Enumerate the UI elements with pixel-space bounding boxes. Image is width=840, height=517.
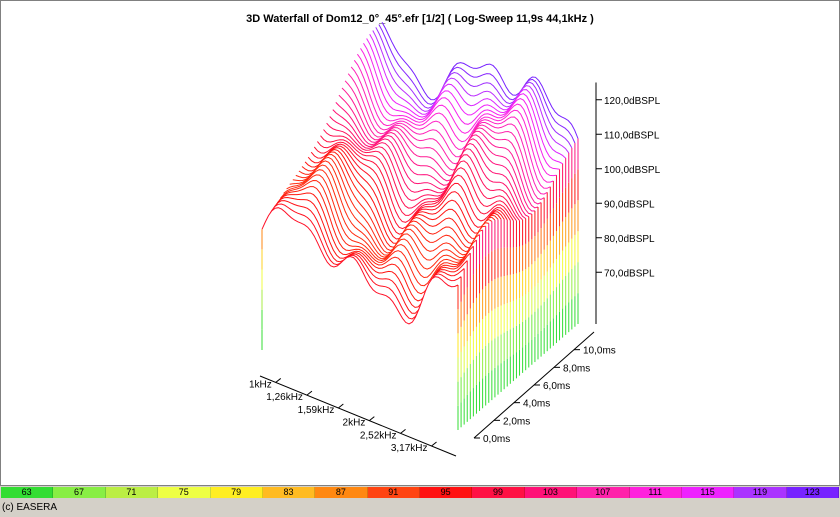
frequency-tick-label: 3,17kHz [391, 443, 428, 454]
color-scale-cell: 83 [262, 487, 316, 498]
color-scale-cell: 71 [105, 487, 159, 498]
slice-line [381, 21, 579, 139]
color-scale-cell: 87 [315, 487, 368, 498]
slice-line [326, 122, 523, 221]
slice-line [329, 116, 527, 219]
slice-line [338, 94, 535, 212]
frequency-tick [306, 390, 313, 396]
color-scale-cell: 111 [629, 487, 682, 498]
level-tick-label: 80,0dBSPL [604, 234, 655, 245]
frequency-tick-label: 1,59kHz [298, 405, 335, 416]
frequency-tick [400, 428, 406, 434]
frequency-tick-label: 2kHz [343, 418, 366, 429]
slice-line [320, 135, 517, 222]
slice-line [323, 129, 520, 221]
slice-line [276, 186, 474, 295]
slice-line [375, 27, 573, 149]
slice-line [341, 87, 539, 209]
slice-line [261, 207, 459, 325]
slice-line [283, 174, 480, 279]
slice-line [286, 169, 483, 270]
time-tick-label: 10,0ms [583, 346, 616, 357]
frequency-tick [369, 416, 375, 422]
chart-title: 3D Waterfall of Dom12_0°_45°.efr [1/2] (… [246, 13, 594, 25]
level-tick-label: 100,0dBSPL [604, 165, 661, 176]
color-scale-cell: 99 [472, 487, 525, 498]
color-scale-cell: 91 [367, 487, 420, 498]
slice-line [273, 192, 471, 302]
time-tick-label: 6,0ms [543, 381, 570, 392]
frequency-tick-label: 1kHz [249, 379, 272, 390]
color-scale-cell: 123 [786, 487, 839, 498]
time-tick-label: 8,0ms [563, 363, 590, 374]
color-scale-cell: 75 [158, 487, 211, 498]
color-scale-cell: 79 [210, 487, 263, 498]
slice-line [344, 80, 542, 205]
slice-line [369, 33, 567, 159]
color-scale-cell: 115 [681, 487, 735, 498]
color-scale-cell: 95 [420, 487, 473, 498]
slice-line [350, 66, 548, 195]
slice-line [378, 24, 576, 144]
slice-line [353, 59, 551, 189]
copyright-label: (c) EASERA [2, 502, 58, 513]
slice-line [360, 48, 557, 177]
slice-line [356, 53, 554, 183]
color-scale-cell: 107 [577, 487, 630, 498]
time-tick-label: 0,0ms [483, 434, 510, 445]
level-tick-label: 110,0dBSPL [604, 130, 660, 141]
frequency-axis [259, 375, 457, 457]
slice-line [332, 109, 530, 218]
slice-fill [262, 207, 458, 430]
level-tick-label: 70,0dBSPL [604, 268, 655, 279]
time-tick-label: 2,0ms [503, 416, 530, 427]
slice-line [372, 30, 570, 154]
slice-line [280, 179, 477, 287]
slice-line [347, 73, 545, 200]
slice-line [363, 42, 560, 170]
slice-line [335, 102, 532, 215]
frequency-tick-label: 2,52kHz [360, 430, 397, 441]
frequency-tick [275, 378, 282, 383]
color-scale-cell: 63 [1, 487, 54, 498]
level-tick-label: 120,0dBSPL [604, 96, 661, 107]
slice-line [366, 38, 563, 165]
frequency-tick-label: 1,26kHz [266, 392, 303, 403]
frequency-tick [338, 403, 344, 409]
color-scale-cell: 67 [53, 487, 106, 498]
color-scale-cell: 103 [524, 487, 578, 498]
level-tick-label: 90,0dBSPL [604, 199, 655, 210]
slice-line [317, 141, 514, 223]
waterfall-surface [261, 21, 579, 430]
color-scale-cell: 119 [734, 487, 787, 498]
frequency-tick [431, 441, 437, 447]
time-tick-label: 4,0ms [523, 399, 550, 410]
color-scale: 63 67 71 75 79 83 87 91 95 99 103 107 111 115 119 123 [1, 487, 839, 498]
